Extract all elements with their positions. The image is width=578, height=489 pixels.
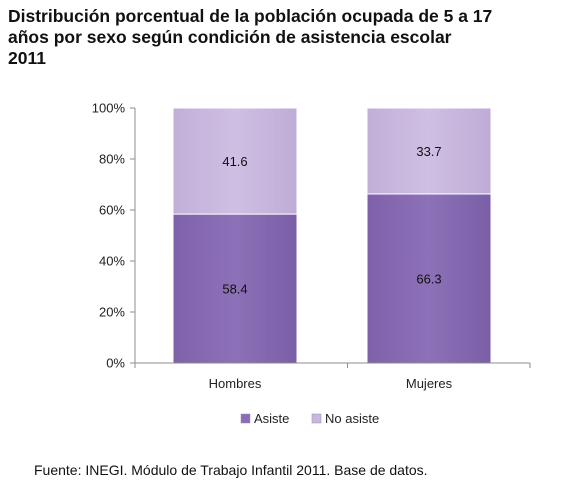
bars-group: 58.4 41.6 66.3 33.7 — [172, 107, 492, 364]
data-label: 41.6 — [222, 154, 247, 169]
bar-segment — [172, 107, 298, 215]
x-tick-label: Mujeres — [406, 376, 453, 391]
x-tick-label: Hombres — [209, 376, 262, 391]
chart-title-line-2: años por sexo según condición de asisten… — [8, 27, 452, 47]
chart-title-line-1: Distribución porcentual de la población … — [8, 6, 493, 26]
legend-label: Asiste — [254, 411, 289, 426]
chart-title: Distribución porcentual de la población … — [8, 6, 570, 69]
y-tick-label: 60% — [99, 203, 125, 218]
chart-title-line-3: 2011 — [8, 48, 46, 68]
y-axis: 0% 20% 40% 60% 80% 100% — [92, 101, 136, 371]
source-note: Fuente: INEGI. Módulo de Trabajo Infanti… — [34, 462, 428, 478]
y-tick-label: 80% — [99, 152, 125, 167]
bar-segment — [366, 107, 492, 195]
data-label: 58.4 — [222, 282, 247, 297]
data-label: 33.7 — [416, 144, 441, 159]
x-axis: Hombres Mujeres — [134, 362, 531, 391]
legend: Asiste No asiste — [240, 411, 379, 426]
y-tick-label: 20% — [99, 305, 125, 320]
y-tick-label: 0% — [106, 356, 125, 371]
y-tick-label: 40% — [99, 254, 125, 269]
bar-segment — [172, 213, 298, 364]
data-label: 66.3 — [416, 271, 441, 286]
legend-swatch — [311, 413, 322, 424]
legend-swatch — [240, 413, 251, 424]
legend-label: No asiste — [325, 411, 379, 426]
y-tick-label: 100% — [92, 101, 126, 116]
